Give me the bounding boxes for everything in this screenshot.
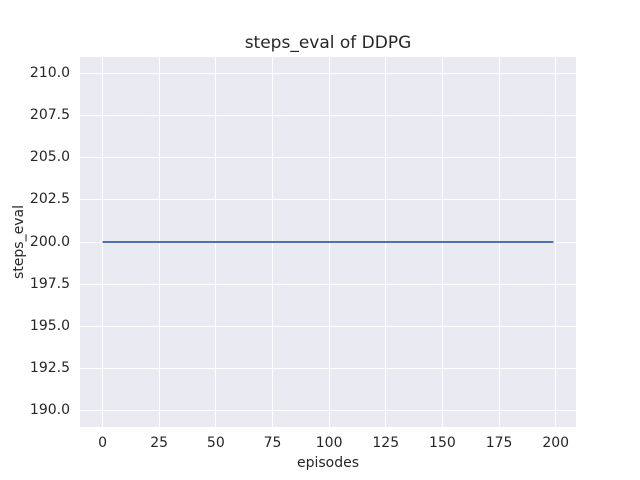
x-tick-label: 200	[542, 435, 570, 451]
y-tick-label: 192.5	[29, 359, 70, 376]
x-tick-label: 0	[98, 435, 107, 451]
y-tick-label: 195.0	[29, 317, 70, 334]
x-tick-label: 125	[372, 435, 400, 451]
y-gridline	[80, 367, 576, 369]
x-tick-label: 100	[315, 435, 343, 451]
y-gridline	[80, 157, 576, 159]
data-series-layer	[102, 241, 554, 243]
x-tick-label: 175	[485, 435, 513, 451]
plot-area	[80, 57, 576, 427]
x-tick-label: 50	[206, 435, 225, 451]
y-gridline	[80, 325, 576, 327]
y-tick-label: 210.0	[29, 65, 70, 82]
y-gridline	[80, 199, 576, 201]
x-tick-label: 150	[429, 435, 456, 451]
y-tick-label: 200.0	[29, 233, 70, 250]
y-gridline	[80, 409, 576, 411]
x-tick-label: 75	[263, 435, 282, 451]
y-tick-label: 207.5	[29, 107, 70, 124]
y-gridline	[80, 115, 576, 117]
chart-title: steps_eval of DDPG	[244, 33, 412, 53]
y-tick-label: 205.0	[29, 149, 70, 166]
y-tick-label: 197.5	[29, 275, 70, 292]
y-gridline	[80, 283, 576, 285]
y-gridline	[80, 73, 576, 75]
x-axis-label: episodes	[296, 455, 360, 471]
y-tick-label: 190.0	[29, 401, 70, 418]
y-tick-label: 202.5	[29, 191, 70, 208]
x-tick-label: 25	[150, 435, 169, 451]
